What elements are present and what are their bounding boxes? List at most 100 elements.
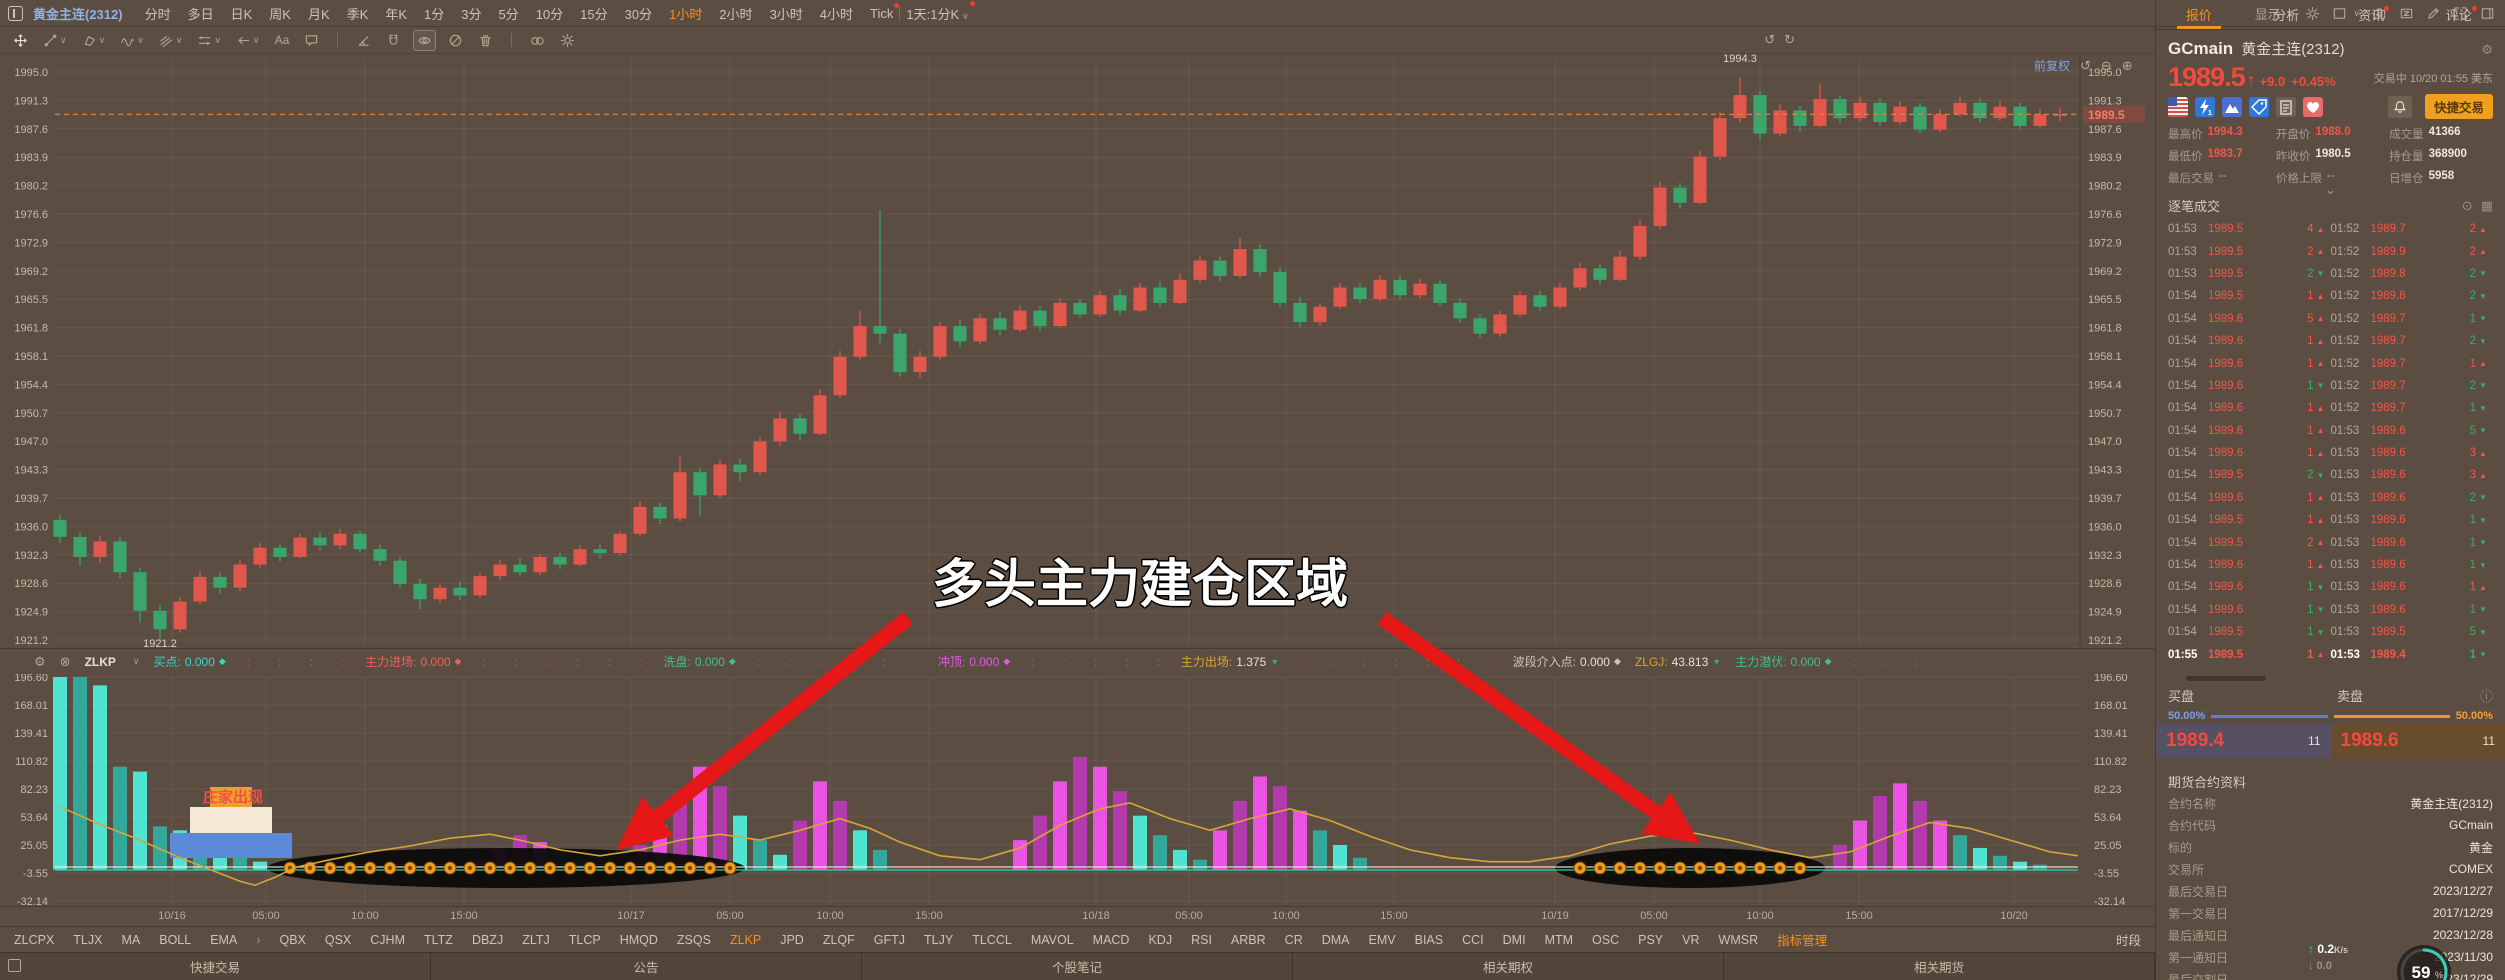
main-chart-canvas[interactable]: 1995.0 1995.0 1991.3 1991.3 1987.6 1987.6 1983…: [0, 54, 2155, 648]
draw-tool-text-icon[interactable]: Aa: [274, 33, 290, 47]
restore-mode-label[interactable]: 前复权: [2034, 59, 2071, 73]
pencil-icon[interactable]: [2426, 6, 2441, 21]
indicator-tab-bias[interactable]: BIAS: [1414, 932, 1444, 947]
tick-grid-icon[interactable]: ▦: [2480, 197, 2493, 213]
indicator-tab-cjhm[interactable]: CJHM: [370, 932, 405, 947]
bottom-panel-icon[interactable]: [8, 959, 21, 972]
compound-period-button[interactable]: 1天:1分K ∨: [906, 0, 975, 23]
indicator-tab-emv[interactable]: EMV: [1368, 932, 1396, 947]
draw-tool-rings-icon[interactable]: [527, 31, 548, 50]
draw-tool-polygon-icon[interactable]: ∨: [79, 31, 109, 50]
period-button-3小时[interactable]: 3小时: [769, 6, 803, 22]
period-button-10分[interactable]: 10分: [535, 6, 564, 22]
period-button-年k[interactable]: 年K: [385, 6, 407, 22]
service-tag-icon[interactable]: [2249, 96, 2269, 117]
indicator-tab-rsi[interactable]: RSI: [1191, 932, 1212, 947]
indicator-tab-wmsr[interactable]: WMSR: [1718, 932, 1759, 947]
draw-tool-trash-icon[interactable]: [475, 31, 496, 50]
draw-tool-wave-icon[interactable]: ∨: [117, 31, 147, 50]
tick-trades-icons[interactable]: ⊙ ▦: [2462, 198, 2493, 214]
indicator-tab-jpd[interactable]: JPD: [780, 932, 804, 947]
indicator-name[interactable]: ZLKP: [84, 654, 116, 669]
indicator-tab-kdj[interactable]: KDJ: [1148, 932, 1173, 947]
indicator-canvas[interactable]: 庄家出现 196.60 196.60 168.01 168.01 139.41 139.41…: [0, 674, 2155, 906]
period-button-1分[interactable]: 1分: [423, 6, 445, 22]
indicator-tab-vr[interactable]: VR: [1682, 932, 1700, 947]
draw-tool-hide-icon[interactable]: [445, 31, 466, 50]
indicator-tab-tljx[interactable]: TLJX: [73, 932, 103, 947]
draw-tool-angle-icon[interactable]: [353, 31, 374, 50]
panel-tab-分析[interactable]: 分析: [2243, 0, 2331, 29]
indicator-tab-mtm[interactable]: MTM: [1544, 932, 1574, 947]
session-label[interactable]: 时段: [2115, 934, 2141, 948]
indicator-tab-zlkp[interactable]: ZLKP: [729, 932, 762, 947]
period-button-2小时[interactable]: 2小时: [719, 6, 753, 22]
service-flag-icon[interactable]: [2168, 96, 2188, 117]
period-button-多日[interactable]: 多日: [187, 6, 214, 22]
indicator-tab-zltj[interactable]: ZLTJ: [522, 932, 550, 947]
info-icon[interactable]: ⓘ: [2479, 689, 2493, 704]
undo-icon[interactable]: ↺: [1764, 32, 1776, 47]
tick-trades-list[interactable]: 01:53 1989.5 4 ▲ 01:52 1989.7 2 ▲ 01:53 1989.5 2 ▲ 0…: [2168, 218, 2493, 666]
indicator-tab-cr[interactable]: CR: [1284, 932, 1303, 947]
symbol-label[interactable]: 黄金主连(2312): [33, 6, 123, 22]
indicator-tab-x[interactable]: ›: [256, 932, 261, 947]
bottom-section-相关期货[interactable]: 相关期货: [1724, 953, 2155, 980]
bottom-section-相关期权[interactable]: 相关期权: [1293, 953, 1724, 980]
compare-icon[interactable]: [2399, 6, 2414, 21]
panel-tab-评论[interactable]: 评论: [2418, 0, 2505, 29]
period-button-4小时[interactable]: 4小时: [819, 6, 854, 22]
bid-box[interactable]: 1989.4 11: [2156, 724, 2331, 758]
quick-trade-button[interactable]: 快捷交易: [2424, 94, 2493, 119]
draw-tool-move-icon[interactable]: [10, 31, 31, 50]
period-button-3分[interactable]: 3分: [461, 6, 482, 22]
redo-icon[interactable]: ↻: [1784, 32, 1795, 47]
period-button-1小时[interactable]: 1小时: [669, 6, 703, 22]
indicator-tab-hmqd[interactable]: HMQD: [619, 932, 658, 947]
bottom-section-个股笔记[interactable]: 个股笔记: [862, 953, 1293, 980]
indicator-tab-dmi[interactable]: DMI: [1502, 932, 1526, 947]
expand-icon[interactable]: [2453, 6, 2468, 21]
indicator-tab-ma[interactable]: MA: [121, 932, 141, 947]
panel-tab-报价[interactable]: 报价: [2155, 0, 2243, 29]
indicator-tab-mavol[interactable]: MAVOL: [1030, 932, 1074, 947]
indicator-tab-zsqs[interactable]: ZSQS: [676, 932, 711, 947]
indicator-tab-tlcp[interactable]: TLCP: [568, 932, 601, 947]
period-button-tick[interactable]: Tick: [870, 2, 900, 21]
indicator-tab-xxxx[interactable]: 指标管理: [1777, 934, 1828, 948]
indicator-tab-tltz[interactable]: TLTZ: [424, 932, 453, 947]
indicator-tab-tljy[interactable]: TLJY: [924, 932, 954, 947]
indicator-tab-boll[interactable]: BOLL: [159, 932, 192, 947]
indicator-settings-icon[interactable]: ⚙: [34, 653, 46, 669]
display-menu[interactable]: 显示 ∨: [2254, 6, 2294, 22]
zoom-in-icon[interactable]: ⊕: [2121, 57, 2133, 73]
indicator-tab-tlccl[interactable]: TLCCL: [972, 932, 1012, 947]
service-heart-icon[interactable]: [2303, 96, 2323, 117]
layout-icon[interactable]: ∨: [2332, 6, 2360, 21]
period-button-30分[interactable]: 30分: [624, 6, 653, 22]
period-button-15分[interactable]: 15分: [580, 6, 608, 22]
window-panel-icon[interactable]: [8, 5, 23, 21]
period-button-分时[interactable]: 分时: [144, 6, 171, 22]
indicator-tab-macd[interactable]: MACD: [1092, 932, 1130, 947]
indicator-tab-gftj[interactable]: GFTJ: [873, 932, 906, 947]
draw-tool-comment-icon[interactable]: [301, 31, 322, 50]
indicator-tab-qbx[interactable]: QBX: [279, 932, 306, 947]
indicator-close-icon[interactable]: ⊗: [59, 653, 71, 669]
indicator-tab-dma[interactable]: DMA: [1321, 932, 1350, 947]
indicator-tab-psy[interactable]: PSY: [1638, 932, 1664, 947]
panel-icon[interactable]: [2480, 6, 2495, 21]
draw-tool-trend-icon[interactable]: ∨: [40, 31, 70, 50]
draw-tool-arrow-left-icon[interactable]: ∨: [233, 31, 263, 50]
zoom-out-icon[interactable]: ⊖: [2100, 57, 2112, 73]
gear-icon[interactable]: [2305, 6, 2320, 21]
service-mountain-icon[interactable]: [2222, 96, 2242, 117]
indicator-tab-zlcpx[interactable]: ZLCPX: [14, 932, 55, 947]
indicator-tab-dbzj[interactable]: DBZJ: [471, 932, 504, 947]
ask-box[interactable]: 1989.6 11: [2330, 724, 2505, 758]
draw-tool-magnet-icon[interactable]: [383, 31, 404, 50]
undo-icon[interactable]: ↺: [2080, 57, 2091, 73]
alert-bell-icon[interactable]: [2387, 95, 2412, 118]
panel-tab-资讯[interactable]: 资讯: [2330, 0, 2418, 29]
draw-tool-channel-icon[interactable]: ∨: [156, 31, 186, 50]
